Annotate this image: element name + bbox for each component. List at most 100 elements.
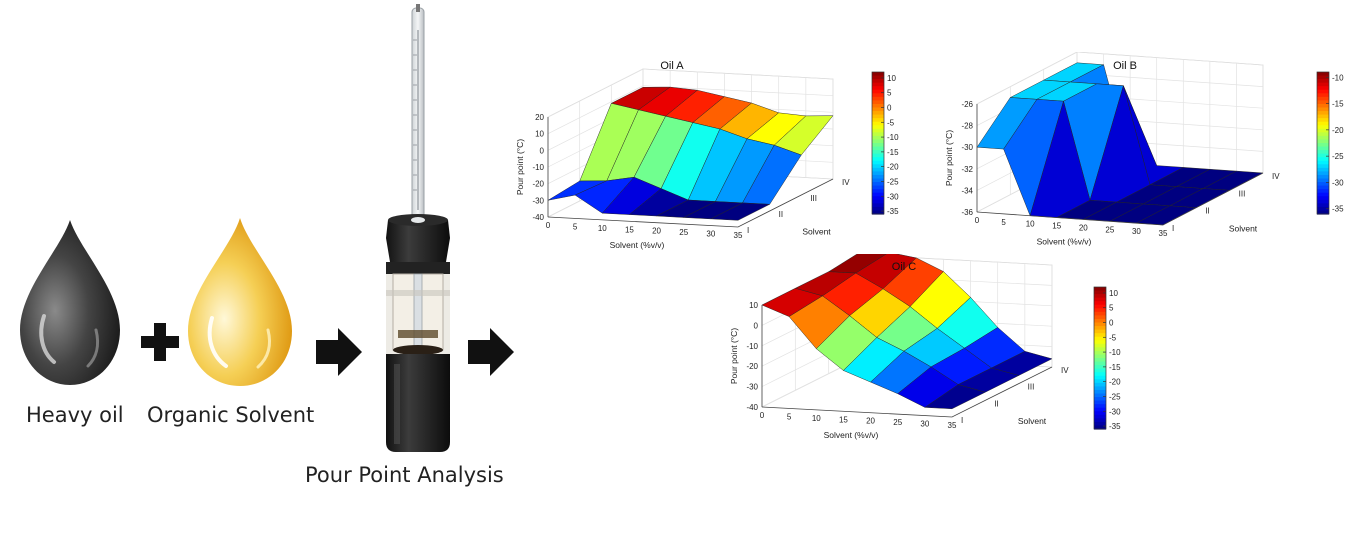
colorbar-segment [1317, 139, 1329, 144]
colorbar-segment [1094, 308, 1106, 313]
z-axis-title: Pour point (°C) [729, 328, 739, 384]
colorbar-segment [1094, 375, 1106, 380]
colorbar-segment [1094, 358, 1106, 363]
colorbar-tick-label: 0 [1109, 319, 1114, 328]
colorbar-segment [1094, 411, 1106, 416]
z-tick-label: -20 [746, 362, 758, 371]
y-tick-label: III [810, 194, 817, 203]
colorbar-segment [872, 185, 884, 190]
colorbar-segment [1317, 210, 1329, 215]
colorbar-segment [872, 206, 884, 212]
colorbar-tick-label: -15 [1332, 100, 1344, 109]
colorbar-segment [872, 114, 884, 119]
colorbar-segment [1317, 132, 1329, 137]
z-axis-title: Pour point (°C) [944, 130, 954, 186]
colorbar-segment [872, 121, 884, 126]
colorbar-segment [1317, 96, 1329, 101]
colorbar-segment [1094, 386, 1106, 391]
colorbar-segment [872, 139, 884, 144]
x-tick-label: 10 [812, 414, 821, 423]
z-tick-label: -30 [532, 196, 544, 205]
x-tick-label: 0 [975, 216, 980, 225]
colorbar-segment [1094, 329, 1106, 334]
colorbar-segment [872, 86, 884, 91]
z-tick-label: 10 [749, 301, 758, 310]
x-tick-label: 20 [652, 227, 661, 236]
colorbar-segment [872, 107, 884, 112]
z-tick-label: 0 [754, 321, 759, 330]
colorbar-segment [872, 189, 884, 194]
organic-solvent-drop-icon [188, 218, 292, 386]
colorbar-segment [1317, 118, 1329, 123]
colorbar-segment [1317, 82, 1329, 87]
colorbar-segment [872, 75, 884, 80]
colorbar-segment [872, 160, 884, 165]
x-tick-label: 25 [1105, 225, 1114, 234]
colorbar-segment [1094, 382, 1106, 387]
chart-title: Oil C [892, 261, 917, 273]
colorbar-tick-label: -20 [887, 163, 899, 172]
z-tick-label: -26 [961, 100, 973, 109]
colorbar-tick-label: -25 [1332, 152, 1344, 161]
colorbar-segment [1094, 343, 1106, 348]
y-tick-label: IV [842, 178, 850, 187]
colorbar-tick-label: -15 [1109, 363, 1121, 372]
colorbar-segment [872, 96, 884, 101]
z-tick-label: 10 [535, 130, 544, 139]
x-tick-label: 30 [920, 420, 929, 429]
colorbar-segment [1317, 86, 1329, 91]
colorbar-segment [1094, 414, 1106, 419]
colorbar-segment [872, 196, 884, 201]
z-tick-label: 0 [540, 146, 545, 155]
colorbar-tick-label: -25 [887, 177, 899, 186]
oil-c-surface-chart: 0 5 10 15 20 25 30 35IIIIIIIV100-10-20-30-40Sol… [729, 254, 1121, 440]
colorbar-segment [1317, 125, 1329, 130]
colorbar-segment [1094, 372, 1106, 377]
colorbar-segment [872, 103, 884, 109]
surface-patch [710, 202, 771, 221]
y-axis-title: Solvent [1229, 223, 1258, 233]
colorbar-frame [871, 71, 885, 215]
x-tick-label: 25 [679, 228, 688, 237]
colorbar-segment [1094, 397, 1106, 402]
colorbar-tick-label: -25 [1109, 392, 1121, 401]
colorbar-segment [872, 157, 884, 162]
colorbar-segment [872, 135, 884, 141]
colorbar-tick-label: -20 [1109, 378, 1121, 387]
colorbar-segment [872, 171, 884, 176]
colorbar-segment [1317, 171, 1329, 176]
colorbar-segment [872, 150, 884, 155]
z-tick-label: -32 [961, 165, 973, 174]
heavy-oil-label: Heavy oil [26, 403, 124, 427]
colorbar-segment [1094, 326, 1106, 331]
colorbar-segment [1094, 287, 1106, 292]
colorbar-segment [872, 167, 884, 172]
colorbar-segment [1317, 143, 1329, 148]
colorbar-segment [1317, 174, 1329, 180]
colorbar-segment [1317, 167, 1329, 172]
colorbar-tick-label: -10 [1109, 348, 1121, 357]
right-arrow-icon [316, 328, 362, 376]
x-tick-label: 0 [760, 411, 765, 420]
colorbar-tick-label: -10 [1332, 73, 1344, 82]
colorbar-segment [1317, 103, 1329, 109]
x-axis-title: Solvent (%v/v) [824, 430, 879, 440]
colorbar-segment [1094, 315, 1106, 320]
colorbar-segment [1317, 196, 1329, 201]
colorbar-segment [1317, 79, 1329, 84]
z-tick-label: -40 [532, 213, 544, 222]
colorbar-tick-label: -15 [887, 148, 899, 157]
grid-line [976, 52, 1264, 105]
colorbar-tick-label: -30 [887, 192, 899, 201]
right-arrow-icon [468, 328, 514, 376]
colorbar-segment [872, 72, 884, 77]
y-tick-label: I [747, 226, 749, 235]
organic-solvent-label: Organic Solvent [147, 403, 315, 427]
colorbar-segment [872, 174, 884, 180]
x-tick-label: 35 [948, 421, 957, 430]
colorbar-segment [1094, 304, 1106, 309]
colorbar-segment [1317, 111, 1329, 116]
pour-point-apparatus-icon [386, 4, 450, 452]
colorbar-segment [1317, 160, 1329, 165]
colorbar-segment [872, 128, 884, 133]
